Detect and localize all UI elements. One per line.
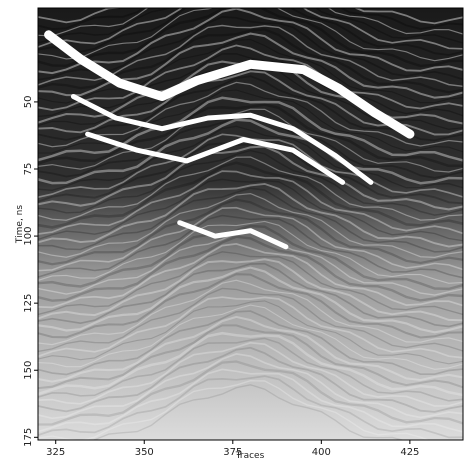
amplitude-band (38, 258, 463, 322)
amplitude-band (38, 304, 463, 370)
amplitude-band (38, 300, 463, 365)
y-axis: 50 75 100 125 150 175 (23, 96, 38, 447)
plot-area (38, 8, 463, 440)
amplitude-band (38, 125, 463, 191)
amplitude-band (38, 262, 463, 328)
amplitude-band (38, 379, 463, 440)
amplitude-band (38, 32, 463, 99)
amplitude-band (38, 8, 463, 68)
amplitude-band (38, 251, 463, 316)
y-axis-title: Time, ns (15, 205, 25, 244)
x-tick-label: 425 (400, 447, 419, 458)
amplitude-band (38, 8, 463, 62)
amplitude-band (38, 108, 463, 173)
amplitude-band (38, 287, 463, 353)
amplitude-band (38, 214, 463, 279)
y-tick-label: 100 (23, 227, 34, 246)
amplitude-band (38, 8, 463, 75)
amplitude-band (38, 331, 463, 397)
amplitude-band (38, 8, 463, 56)
amplitude-band (38, 8, 463, 44)
amplitude-band (38, 81, 463, 148)
amplitude-band (38, 346, 463, 413)
x-tick-label: 350 (135, 447, 154, 458)
amplitude-band (38, 149, 463, 216)
amplitude-band (38, 182, 463, 248)
amplitude-bands (38, 8, 463, 440)
y-tick-label: 125 (23, 294, 34, 313)
amplitude-band (38, 89, 463, 154)
amplitude-band (38, 235, 463, 302)
amplitude-band (38, 341, 463, 407)
amplitude-band (38, 192, 463, 259)
y-tick-label: 75 (23, 163, 34, 176)
amplitude-band (38, 178, 463, 242)
reflector-line (177, 220, 289, 250)
amplitude-band (38, 324, 463, 390)
amplitude-band (38, 266, 463, 334)
amplitude-band (38, 8, 463, 31)
amplitude-band (38, 156, 463, 221)
amplitude-band (38, 220, 463, 284)
amplitude-band (38, 141, 463, 205)
x-tick-label: 325 (46, 447, 65, 458)
amplitude-band (38, 296, 463, 359)
amplitude-band (38, 206, 463, 272)
amplitude-band (38, 279, 463, 346)
x-tick-label: 375 (223, 447, 242, 458)
amplitude-band (38, 360, 463, 426)
x-axis: 325 350 375 400 425 (46, 440, 419, 458)
reflector-line (70, 94, 374, 185)
amplitude-band (38, 310, 463, 376)
amplitude-band (38, 337, 463, 402)
amplitude-band (38, 224, 463, 291)
y-tick-label: 150 (23, 361, 34, 380)
amplitude-band (38, 53, 463, 118)
y-tick-label: 50 (23, 96, 34, 109)
amplitude-band (38, 75, 463, 142)
amplitude-band (92, 384, 405, 440)
amplitude-band (38, 8, 463, 50)
reflector-layer (44, 30, 415, 250)
amplitude-band (38, 368, 463, 433)
amplitude-band (38, 118, 463, 185)
amplitude-band (38, 170, 463, 235)
amplitude-band (38, 375, 463, 439)
reflector-line (85, 131, 346, 185)
x-tick-label: 400 (312, 447, 331, 458)
amplitude-band (38, 353, 463, 420)
amplitude-band (38, 96, 463, 162)
amplitude-band (38, 187, 463, 253)
amplitude-band (38, 8, 463, 37)
amplitude-band (38, 273, 463, 339)
amplitude-band (38, 145, 463, 211)
amplitude-band (38, 38, 463, 104)
amplitude-band (38, 198, 463, 266)
amplitude-band (38, 103, 463, 168)
x-axis-title: Traces (235, 451, 265, 461)
reflector-line (44, 30, 415, 139)
amplitude-band (38, 315, 463, 383)
y-tick-label: 175 (23, 428, 34, 447)
amplitude-band (38, 44, 463, 111)
amplitude-band (38, 243, 463, 309)
plot-frame (37, 7, 464, 441)
amplitude-band (38, 161, 463, 229)
